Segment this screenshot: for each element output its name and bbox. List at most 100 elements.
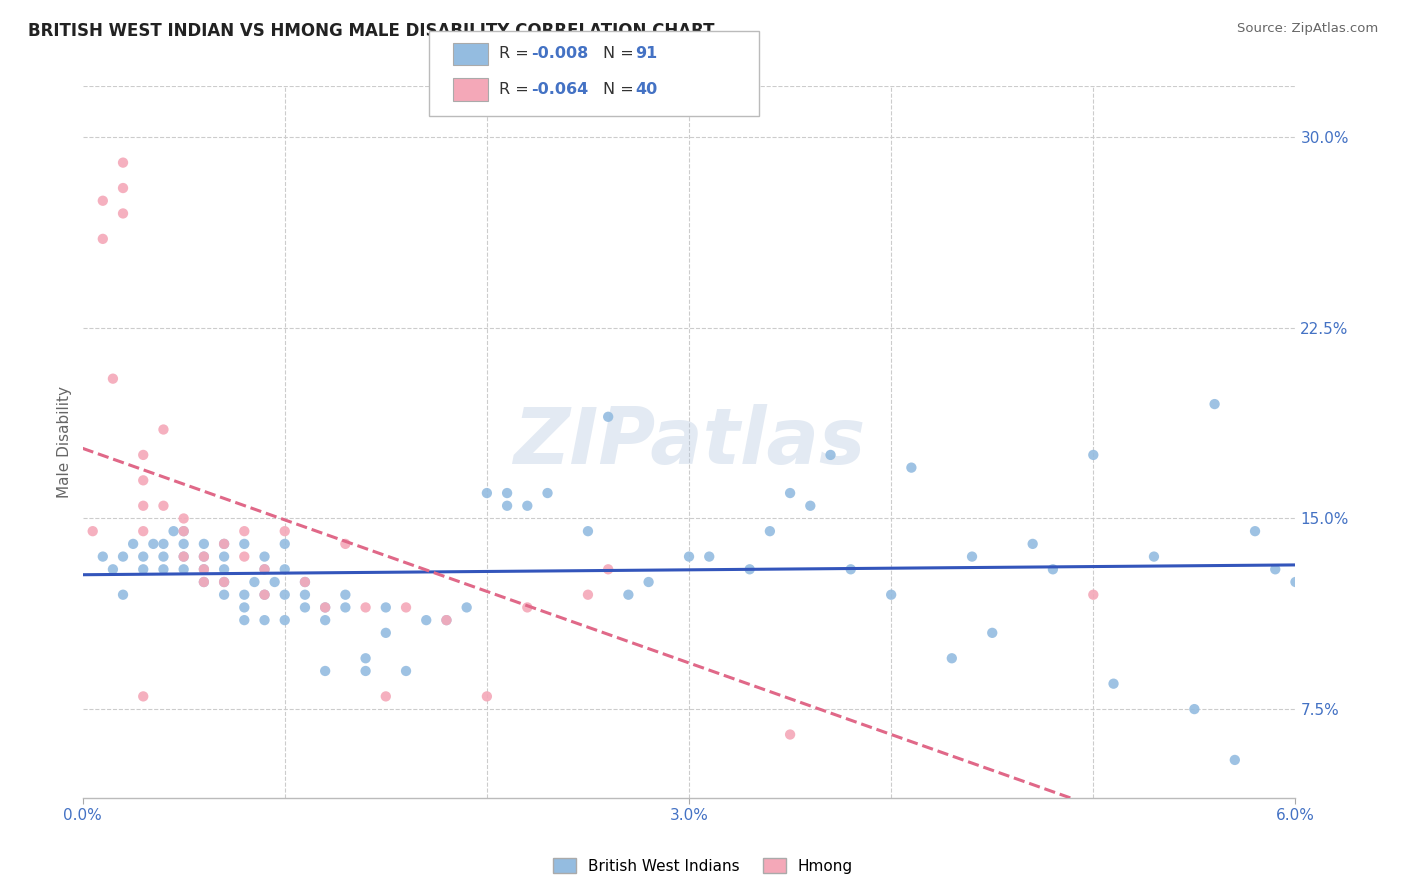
Point [193, 574, 215, 589]
Point [678, 549, 700, 564]
Text: Source: ZipAtlas.com: Source: ZipAtlas.com [1237, 22, 1378, 36]
Point [820, 448, 842, 462]
Point [152, 562, 174, 576]
Point [212, 537, 235, 551]
Point [253, 562, 276, 576]
Point [1204, 397, 1226, 411]
Point [576, 524, 599, 538]
Point [233, 537, 256, 551]
Point [941, 651, 963, 665]
Point [173, 524, 195, 538]
Point [132, 562, 155, 576]
Point [112, 588, 135, 602]
Point [839, 562, 862, 576]
Point [475, 486, 498, 500]
Point [82, 524, 104, 538]
Point [496, 486, 519, 500]
Point [779, 727, 801, 741]
Point [536, 486, 558, 500]
Point [212, 574, 235, 589]
Point [880, 588, 903, 602]
Text: ZIPatlas: ZIPatlas [513, 404, 865, 480]
Point [1021, 537, 1043, 551]
Point [142, 537, 165, 551]
Point [294, 600, 316, 615]
Point [274, 613, 297, 627]
Point [212, 588, 235, 602]
Point [101, 372, 124, 386]
Text: R =: R = [499, 82, 534, 97]
Point [374, 625, 396, 640]
Point [173, 524, 195, 538]
Point [354, 651, 377, 665]
Point [112, 155, 135, 169]
Y-axis label: Male Disability: Male Disability [58, 386, 72, 499]
Point [314, 664, 336, 678]
Point [335, 588, 357, 602]
Point [335, 537, 357, 551]
Text: 91: 91 [636, 46, 658, 62]
Point [294, 574, 316, 589]
Point [233, 588, 256, 602]
Point [132, 549, 155, 564]
Point [212, 537, 235, 551]
Point [152, 499, 174, 513]
Point [193, 549, 215, 564]
Point [193, 574, 215, 589]
Point [173, 549, 195, 564]
Point [456, 600, 478, 615]
Point [193, 549, 215, 564]
Point [1042, 562, 1064, 576]
Point [436, 613, 458, 627]
Point [152, 537, 174, 551]
Point [436, 613, 458, 627]
Point [101, 562, 124, 576]
Point [112, 206, 135, 220]
Point [779, 486, 801, 500]
Point [132, 448, 155, 462]
Point [91, 232, 114, 246]
Point [1264, 562, 1286, 576]
Text: -0.064: -0.064 [531, 82, 589, 97]
Point [637, 574, 659, 589]
Point [274, 588, 297, 602]
Point [152, 423, 174, 437]
Point [1182, 702, 1205, 716]
Text: 40: 40 [636, 82, 658, 97]
Point [132, 524, 155, 538]
Point [193, 537, 215, 551]
Point [173, 511, 195, 525]
Point [253, 588, 276, 602]
Point [212, 562, 235, 576]
Text: R =: R = [499, 46, 534, 62]
Point [314, 613, 336, 627]
Point [354, 600, 377, 615]
Point [173, 537, 195, 551]
Point [475, 690, 498, 704]
Point [960, 549, 983, 564]
Point [1102, 676, 1125, 690]
Point [1284, 574, 1306, 589]
Point [152, 549, 174, 564]
Point [162, 524, 184, 538]
Point [516, 600, 538, 615]
Point [1083, 448, 1105, 462]
Point [274, 562, 297, 576]
Point [738, 562, 761, 576]
Point [212, 549, 235, 564]
Point [122, 537, 145, 551]
Point [233, 600, 256, 615]
Point [314, 600, 336, 615]
Point [274, 524, 297, 538]
Text: BRITISH WEST INDIAN VS HMONG MALE DISABILITY CORRELATION CHART: BRITISH WEST INDIAN VS HMONG MALE DISABI… [28, 22, 714, 40]
Legend: British West Indians, Hmong: British West Indians, Hmong [547, 852, 859, 880]
Point [233, 613, 256, 627]
Point [253, 613, 276, 627]
Point [212, 574, 235, 589]
Point [173, 562, 195, 576]
Point [900, 460, 922, 475]
Point [496, 499, 519, 513]
Point [697, 549, 720, 564]
Point [374, 690, 396, 704]
Point [233, 524, 256, 538]
